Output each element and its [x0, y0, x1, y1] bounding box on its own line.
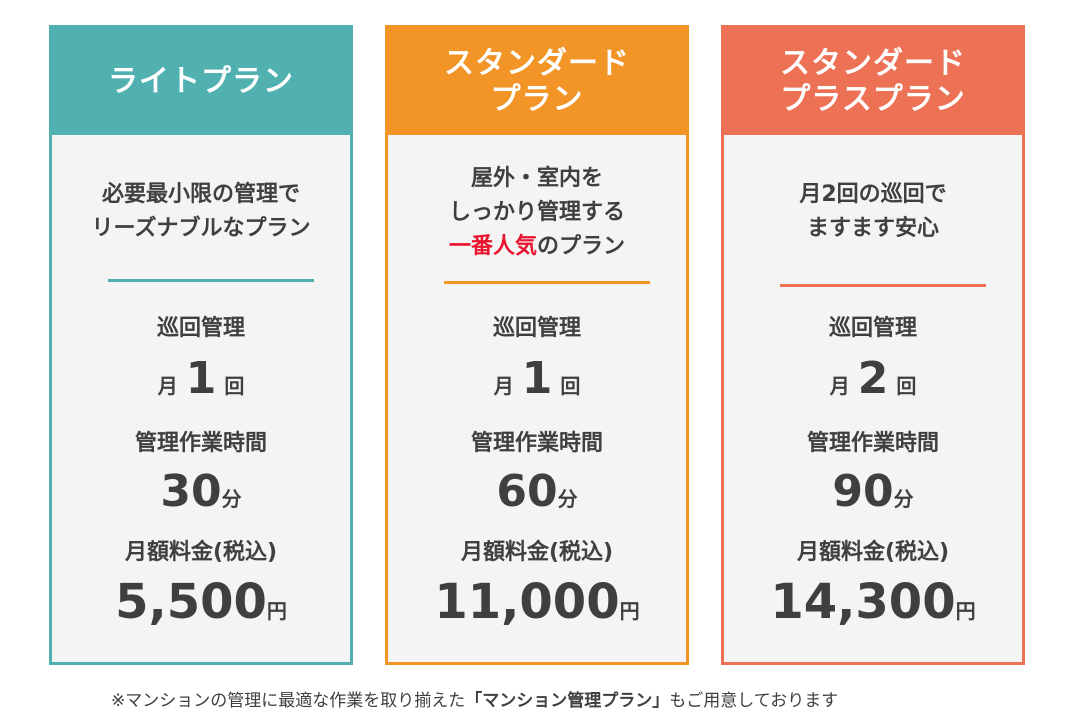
patrol-label: 巡回管理 — [492, 316, 581, 341]
fee-value: 5,500円 — [52, 573, 350, 640]
patrol-count: 1 — [521, 353, 553, 404]
description-line: ますます安心 — [806, 216, 939, 241]
plan-title: ライトプラン — [108, 63, 294, 99]
fee-unit: 円 — [619, 599, 640, 623]
plan-title-line: プラスプラン — [780, 81, 966, 117]
plan-header: スタンダード プラン — [388, 28, 686, 135]
footnote-suffix: もご用意しております — [669, 691, 839, 711]
patrol-suffix: 回 — [560, 374, 581, 398]
plan-description: 月2回の巡回で ますます安心 — [724, 178, 1022, 246]
footnote-prefix: ※マンションの管理に最適な作業を取り揃えた — [111, 691, 466, 711]
work-time-unit: 分 — [221, 487, 242, 511]
patrol-prefix: 月 — [493, 374, 514, 398]
patrol-prefix: 月 — [157, 374, 178, 398]
description-line: 一番人気のプラン — [388, 230, 686, 264]
fee-unit: 円 — [266, 599, 287, 623]
divider — [444, 281, 650, 284]
description-line: リーズナブルなプラン — [91, 216, 311, 241]
patrol-count: 2 — [857, 353, 889, 404]
work-time-number: 90 — [832, 466, 894, 517]
work-time-label: 管理作業時間 — [134, 431, 267, 456]
work-time-number: 60 — [496, 466, 558, 517]
work-time-number: 30 — [160, 466, 222, 517]
work-time-label: 管理作業時間 — [806, 431, 939, 456]
work-time-label: 管理作業時間 — [470, 431, 603, 456]
plan-header: スタンダード プラスプラン — [724, 28, 1022, 135]
fee-number: 11,000 — [434, 574, 620, 630]
plan-description: 必要最小限の管理で リーズナブルなプラン — [52, 178, 350, 246]
popular-highlight: 一番人気 — [448, 234, 537, 259]
plan-header: ライトプラン — [52, 28, 350, 135]
work-time-unit: 分 — [557, 487, 578, 511]
patrol-label: 巡回管理 — [156, 316, 245, 341]
plan-card-standard: スタンダード プラン 屋外・室内を しっかり管理する 一番人気のプラン 巡回管理… — [385, 25, 689, 665]
fee-label: 月額料金(税込) — [460, 540, 614, 565]
fee-label: 月額料金(税込) — [796, 540, 950, 565]
plan-title-line: スタンダード — [780, 45, 966, 81]
plan-title-line: スタンダード — [444, 45, 630, 81]
patrol-prefix: 月 — [829, 374, 850, 398]
description-line: 屋外・室内を — [470, 166, 603, 191]
work-time-value: 60分 — [388, 465, 686, 526]
description-line: 必要最小限の管理で — [101, 182, 300, 207]
patrol-label: 巡回管理 — [828, 316, 917, 341]
description-tail: のプラン — [537, 234, 626, 259]
patrol-suffix: 回 — [224, 374, 245, 398]
footnote: ※マンションの管理に最適な作業を取り揃えた「マンション管理プラン」もご用意してお… — [111, 686, 838, 711]
work-time-unit: 分 — [893, 487, 914, 511]
plan-description: 屋外・室内を しっかり管理する 一番人気のプラン — [388, 162, 686, 264]
divider — [780, 284, 986, 287]
description-line: 月2回の巡回で — [799, 182, 947, 207]
description-line: しっかり管理する — [448, 200, 625, 225]
work-time-value: 90分 — [724, 465, 1022, 526]
plan-title-line: プラン — [490, 81, 584, 117]
fee-label: 月額料金(税込) — [124, 540, 278, 565]
fee-value: 11,000円 — [388, 573, 686, 640]
fee-number: 5,500 — [115, 574, 267, 630]
patrol-count: 1 — [185, 353, 217, 404]
fee-unit: 円 — [955, 599, 976, 623]
work-time-value: 30分 — [52, 465, 350, 526]
divider — [108, 279, 314, 282]
footnote-highlight: 「マンション管理プラン」 — [465, 691, 670, 711]
fee-number: 14,300 — [770, 574, 956, 630]
fee-value: 14,300円 — [724, 573, 1022, 640]
patrol-suffix: 回 — [896, 374, 917, 398]
